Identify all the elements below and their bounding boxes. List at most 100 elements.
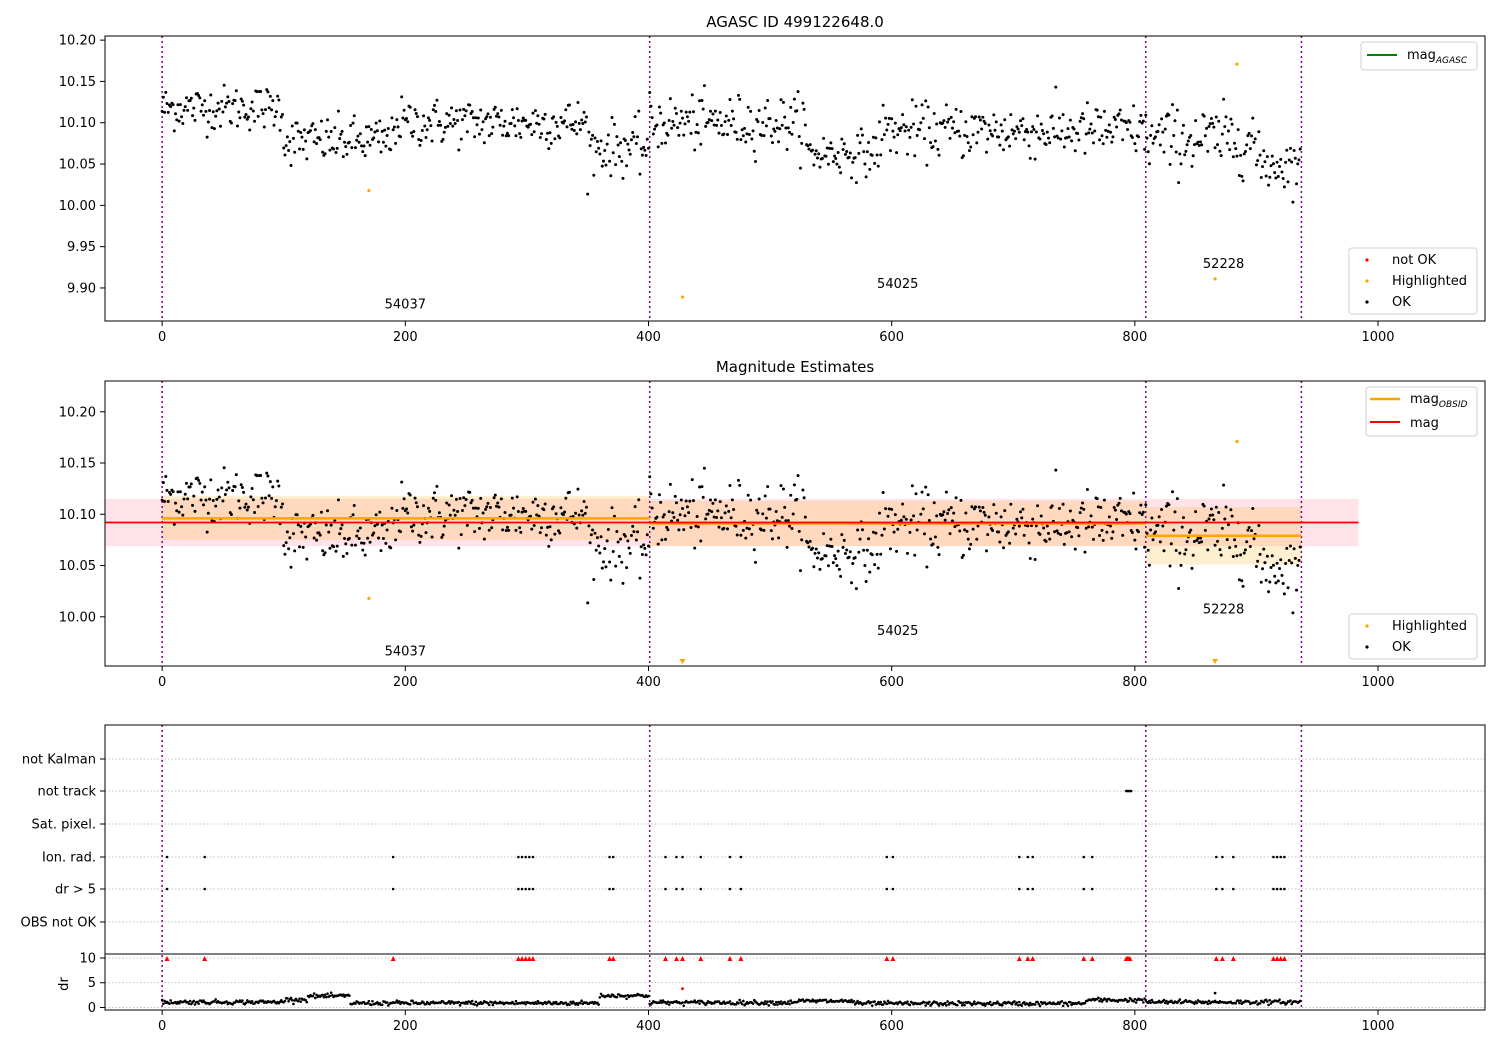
ok-point: [470, 110, 474, 114]
ok-point: [728, 483, 732, 487]
flag-point: [681, 887, 684, 891]
ok-point: [650, 506, 654, 510]
ok-point: [592, 173, 596, 177]
dr-clipped-marker: [663, 955, 669, 961]
ok-point: [260, 496, 264, 500]
ok-point: [1280, 170, 1284, 174]
ok-point: [1149, 133, 1153, 137]
ok-point: [1216, 539, 1220, 543]
dr-clipped-marker: [673, 955, 679, 961]
ok-point: [1009, 113, 1013, 117]
ok-point: [453, 122, 457, 126]
ok-point: [1175, 497, 1179, 501]
dr-point: [625, 997, 628, 1001]
ok-point: [599, 139, 603, 143]
highlighted-point: [1235, 439, 1239, 444]
ok-point: [802, 107, 806, 111]
ok-point: [457, 546, 461, 550]
ok-point: [712, 123, 716, 127]
ok-point: [267, 494, 271, 498]
ok-point: [296, 129, 300, 133]
ok-point: [351, 121, 355, 125]
ok-point: [1110, 140, 1114, 144]
ok-point: [328, 546, 332, 550]
ok-point: [651, 526, 655, 530]
ok-point: [380, 523, 384, 527]
ok-point: [595, 140, 599, 144]
ok-point: [847, 555, 851, 559]
ok-point: [1178, 152, 1182, 156]
ok-point: [405, 507, 409, 511]
ok-point: [984, 549, 988, 553]
ok-point: [1259, 175, 1263, 179]
ok-point: [510, 108, 514, 112]
ok-point: [516, 118, 520, 122]
ok-point: [642, 145, 646, 149]
ok-point: [639, 545, 643, 549]
ok-point: [424, 531, 428, 535]
ok-point: [487, 134, 491, 138]
ok-point: [490, 526, 494, 530]
ok-point: [744, 536, 748, 540]
ok-point: [569, 123, 573, 127]
ok-point: [1082, 117, 1086, 121]
ok-point: [1158, 540, 1162, 544]
ok-point: [220, 99, 224, 103]
ok-point: [718, 500, 722, 504]
flag-point: [1275, 887, 1279, 891]
dr-point: [328, 994, 332, 998]
ok-point: [191, 114, 195, 118]
ok-point: [484, 507, 488, 511]
ok-point: [749, 498, 753, 502]
dr-point: [1061, 1004, 1065, 1008]
ok-point: [608, 159, 612, 163]
ok-point: [564, 496, 568, 500]
ok-point: [850, 176, 854, 180]
ok-point: [521, 506, 525, 510]
ok-point: [606, 133, 610, 137]
ok-point: [398, 530, 402, 534]
ok-point: [191, 503, 195, 507]
ok-point: [837, 567, 841, 571]
ok-point: [340, 129, 344, 133]
ok-point: [791, 121, 795, 125]
flag-point: [611, 855, 615, 859]
ok-point: [783, 505, 787, 509]
dr-point: [1099, 997, 1103, 1001]
ok-point: [815, 556, 819, 560]
dr-point: [326, 992, 329, 995]
ok-point: [477, 526, 481, 530]
ok-point: [261, 501, 265, 505]
ok-point: [1059, 137, 1063, 141]
ok-point: [366, 140, 370, 144]
ok-point: [1229, 117, 1233, 121]
ok-point: [430, 139, 434, 143]
ok-point: [295, 513, 299, 517]
ok-point: [1229, 508, 1233, 512]
dr-point: [697, 999, 700, 1003]
dr-point: [1133, 997, 1137, 1001]
ok-point: [434, 498, 438, 502]
ok-point: [1090, 525, 1094, 529]
dr-point: [875, 1002, 879, 1006]
ok-point: [1102, 498, 1106, 502]
ok-point: [1121, 533, 1125, 537]
ok-point: [817, 551, 821, 555]
dr-point: [315, 993, 318, 997]
ok-point: [896, 133, 900, 137]
ok-point: [1027, 144, 1031, 148]
ok-point: [712, 515, 716, 519]
ok-point: [801, 101, 805, 105]
ok-point: [1136, 530, 1140, 534]
flag-point: [524, 887, 527, 891]
ok-point: [912, 514, 916, 518]
dr-point: [1142, 1001, 1145, 1004]
flag-point: [885, 887, 889, 891]
ok-point: [646, 146, 650, 150]
ok-point: [992, 113, 996, 117]
ok-point: [243, 115, 247, 119]
ok-point: [922, 137, 926, 141]
ok-point: [994, 120, 998, 124]
dr-point: [956, 1003, 959, 1007]
